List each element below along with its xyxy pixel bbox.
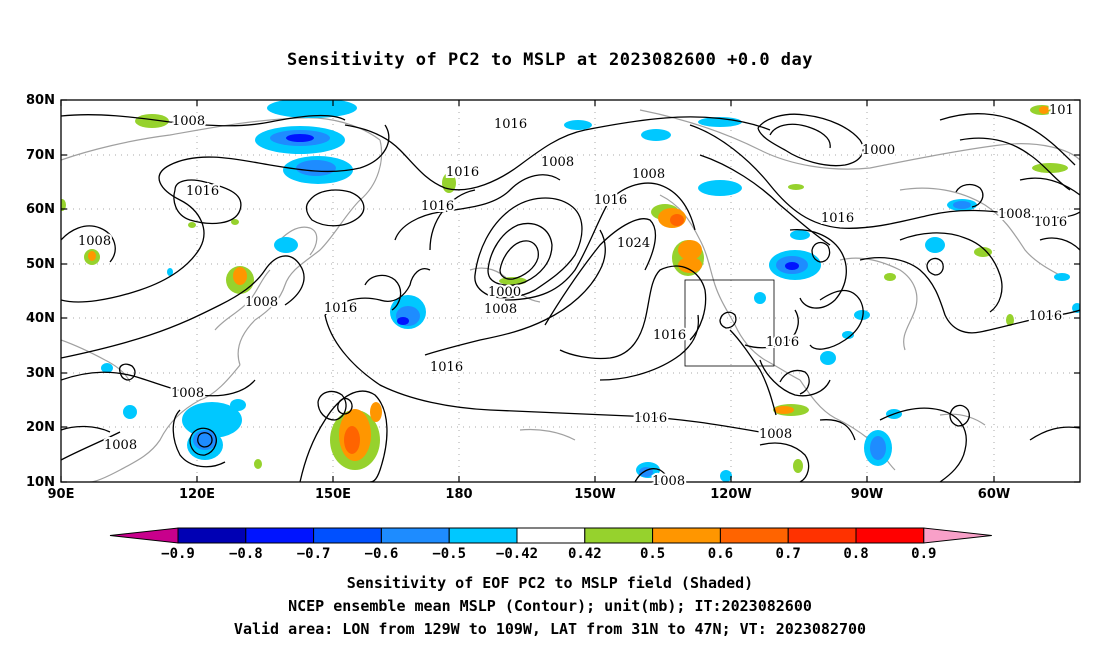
colorbar-label: 0.5 xyxy=(640,546,665,562)
valid-area-box xyxy=(684,279,775,367)
contour-label: 1008 xyxy=(172,114,205,129)
contour-label: 1016 xyxy=(430,360,463,375)
isobar-contours xyxy=(61,113,1080,482)
contour-label: 1008 xyxy=(632,167,665,182)
contour-label: 1008 xyxy=(78,234,111,249)
colorbar-segment xyxy=(652,527,721,544)
chart-title: Sensitivity of PC2 to MSLP at 2023082600… xyxy=(286,50,813,70)
contour-label: 1008 xyxy=(171,386,204,401)
lon-label: 60W xyxy=(978,487,1010,502)
colorbar-label: −0.42 xyxy=(496,546,538,562)
contour-label: 1008 xyxy=(541,155,574,170)
colorbar-label: −0.7 xyxy=(297,546,331,562)
contour-label: 1016 xyxy=(594,193,627,208)
colorbar-segment xyxy=(584,527,654,544)
footer-line-2: NCEP ensemble mean MSLP (Contour); unit(… xyxy=(288,597,812,615)
contour-label: 1016 xyxy=(634,411,667,426)
contour-label: 1016 xyxy=(494,117,527,132)
lon-label: 180 xyxy=(445,487,472,502)
plot-frame xyxy=(60,99,1081,483)
contour-label: 1000 xyxy=(862,143,895,158)
contour-label: 1008 xyxy=(759,427,792,442)
colorbar-label: −0.8 xyxy=(229,546,263,562)
contour-label: 1016 xyxy=(1034,215,1067,230)
axis-ticks xyxy=(60,99,1080,483)
lon-label: 90E xyxy=(48,487,75,502)
colorbar-segment xyxy=(313,527,382,544)
lat-label: 10N xyxy=(26,475,55,490)
colorbar-min-arrow xyxy=(109,527,179,544)
sensitivity-shading xyxy=(61,100,1080,482)
lon-label: 120W xyxy=(710,487,751,502)
colorbar xyxy=(109,527,992,544)
contour-label: 1016 xyxy=(446,165,479,180)
colorbar-label: −0.5 xyxy=(432,546,466,562)
contour-label: 1016 xyxy=(1029,309,1062,324)
contour-label: 1008 xyxy=(484,302,517,317)
contour-label: 1016 xyxy=(653,328,686,343)
colorbar-max-arrow xyxy=(923,527,992,544)
contour-label: 1016 xyxy=(186,184,219,199)
colorbar-label: 0.7 xyxy=(776,546,801,562)
colorbar-segment xyxy=(719,527,789,544)
lat-label: 30N xyxy=(26,366,55,381)
contour-label: 1016 xyxy=(324,301,357,316)
lat-labels: 80N 70N 60N 50N 40N 30N 20N 10N xyxy=(26,93,55,490)
lon-labels: 90E 120E 150E 180 150W 120W 90W 60W xyxy=(48,487,1011,502)
colorbar-segment xyxy=(380,527,450,544)
lat-label: 60N xyxy=(26,202,55,217)
lon-label: 90W xyxy=(851,487,883,502)
lat-label: 70N xyxy=(26,148,55,163)
colorbar-segment xyxy=(177,527,247,544)
colorbar-label: 0.9 xyxy=(911,546,936,562)
colorbar-label: −0.9 xyxy=(161,546,195,562)
lon-label: 120E xyxy=(179,487,215,502)
contour-label: 1008 xyxy=(104,438,137,453)
lat-label: 50N xyxy=(26,257,55,272)
lon-label: 150E xyxy=(315,487,351,502)
colorbar-labels: −0.9 −0.8 −0.7 −0.6 −0.5 −0.42 0.42 0.5 0.6 0.7 0.… xyxy=(161,546,936,562)
contour-label: 1008 xyxy=(245,295,278,310)
contour-label: 1000 xyxy=(488,285,521,300)
colorbar-segment xyxy=(855,527,925,544)
colorbar-segment xyxy=(448,527,518,544)
contour-label: 1016 xyxy=(821,211,854,226)
footer-line-1: Sensitivity of EOF PC2 to MSLP field (Sh… xyxy=(346,574,754,592)
contour-label: 1024 xyxy=(617,236,650,251)
lon-label: 150W xyxy=(574,487,615,502)
colorbar-segment xyxy=(787,527,857,544)
colorbar-segment xyxy=(245,527,315,544)
colorbar-label: 0.42 xyxy=(568,546,602,562)
contour-label: 1008 xyxy=(998,207,1031,222)
contour-label: 1016 xyxy=(421,199,454,214)
footer-line-3: Valid area: LON from 129W to 109W, LAT f… xyxy=(233,620,867,638)
colorbar-label: 0.6 xyxy=(708,546,733,562)
contour-label: 101 xyxy=(1049,103,1074,118)
contour-labels: 1008 1016 1016 1016 1008 1008 1016 1016 … xyxy=(76,101,1076,491)
colorbar-segment xyxy=(516,527,586,544)
colorbar-label: −0.6 xyxy=(365,546,399,562)
lat-label: 80N xyxy=(26,93,55,108)
contour-label: 1008 xyxy=(652,474,685,489)
colorbar-label: 0.8 xyxy=(843,546,868,562)
contour-label: 1016 xyxy=(766,335,799,350)
lat-label: 40N xyxy=(26,311,55,326)
lat-label: 20N xyxy=(26,420,55,435)
